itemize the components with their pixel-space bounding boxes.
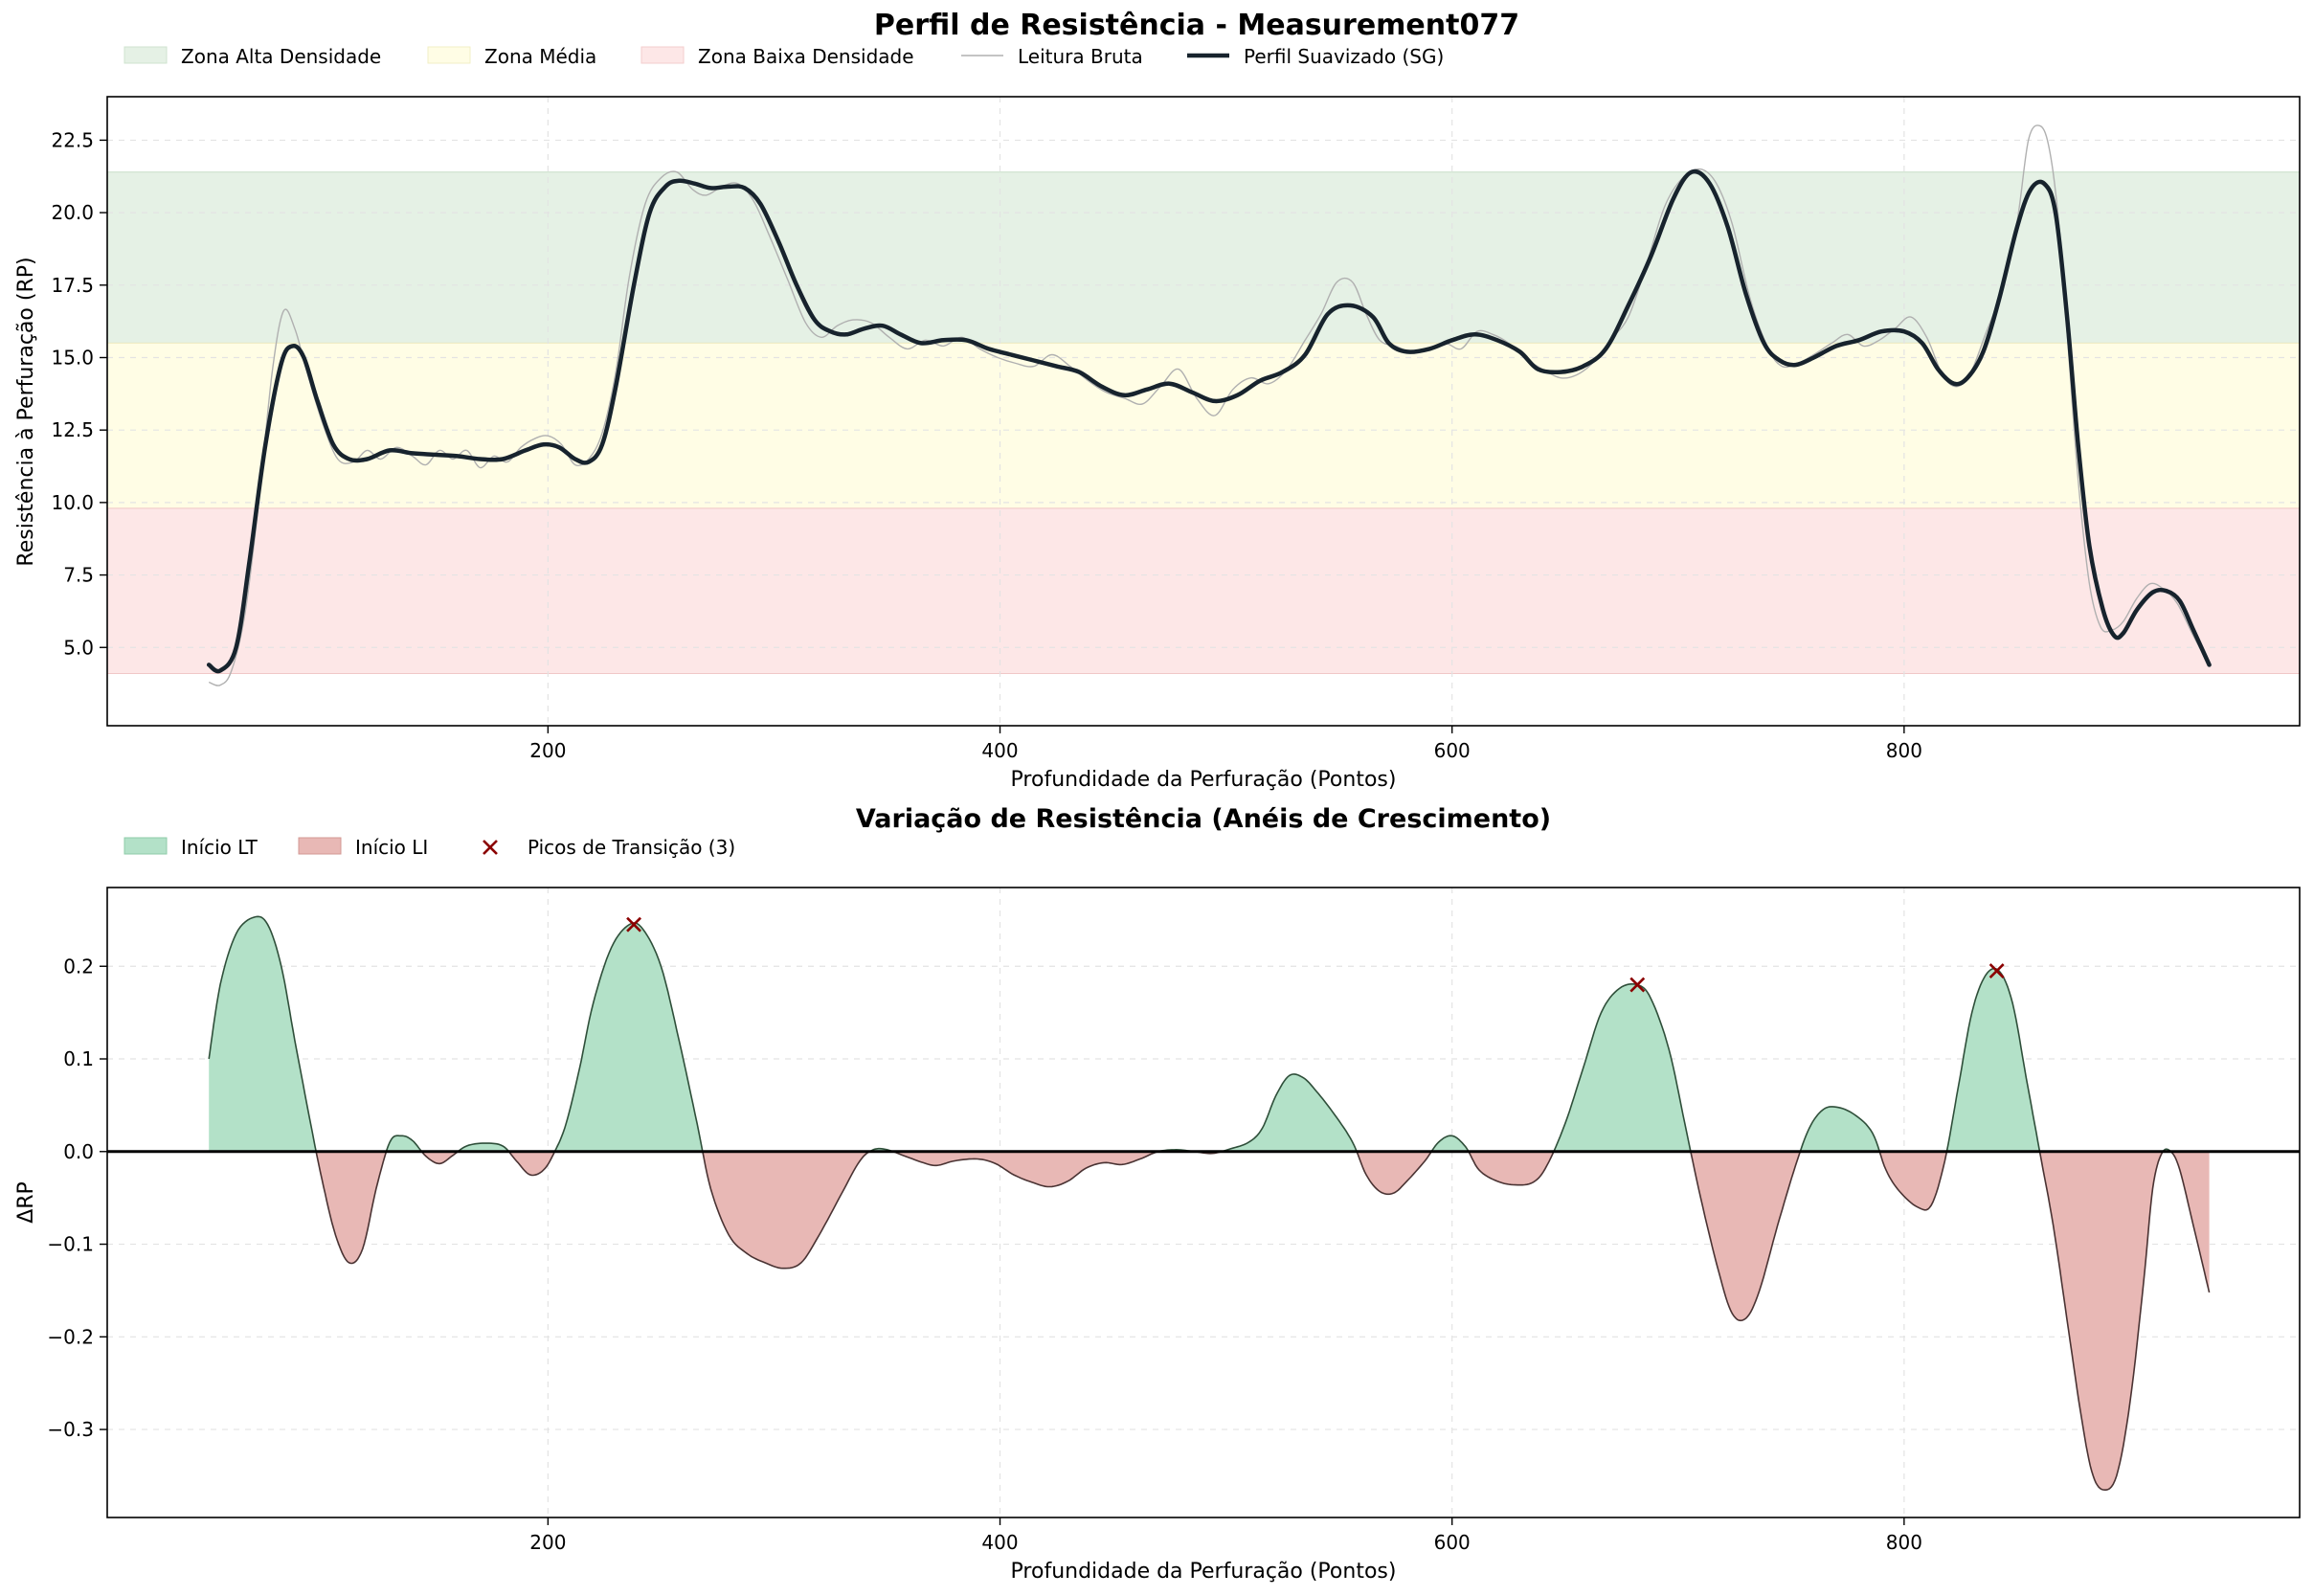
top-zone-low-density [106,507,2301,675]
legend-label-lt-start: Início LT [181,836,258,859]
legend-swatch-medium [427,46,471,64]
top-x-tick-label: 600 [1434,739,1471,762]
transition-peak-marker [626,916,641,933]
bottom-x-tick-label: 400 [981,1531,1018,1554]
legend-label-li-start: Início LI [355,836,428,859]
bottom-y-tick-label: −0.3 [47,1418,94,1441]
legend-swatch-low-density [640,46,685,64]
top-chart-legend: Zona Alta Densidade Zona Média Zona Baix… [124,45,1444,68]
bottom-y-tick-label: 0.1 [63,1047,94,1070]
legend-label-raw: Leitura Bruta [1018,45,1143,68]
bottom-y-tick-label: 0.0 [63,1140,94,1163]
bottom-chart-legend: Início LT Início LI Picos de Transição (… [124,836,735,859]
top-x-tick-label: 200 [529,739,566,762]
legend-swatch-li-start [298,837,342,855]
legend-swatch-lt-start [124,837,168,855]
bottom-fill-li-start [316,1151,2210,1491]
top-smoothed-profile-line [206,169,2212,674]
top-axis-ticks: 200 400 600 800 5.0 7.5 10.0 12.5 15.0 17.5 20.0 22… [51,128,1921,762]
top-chart-title: Perfil de Resistência - Measurement077 [874,9,1519,42]
transition-peak-marker [1629,977,1646,993]
top-zone-medium [106,342,2301,509]
bottom-y-tick-label: −0.2 [47,1325,94,1348]
bottom-x-tick-label: 800 [1886,1531,1922,1554]
legend-label-high-density: Zona Alta Densidade [181,45,381,68]
legend-label-medium: Zona Média [484,45,596,68]
top-y-tick-label: 7.5 [63,564,94,587]
legend-marker-transition-peaks [483,840,498,855]
top-y-tick-label: 5.0 [63,636,94,659]
legend-label-low-density: Zona Baixa Densidade [698,45,914,68]
top-x-tick-label: 400 [981,739,1018,762]
top-zone-high-density [106,171,2301,344]
transition-peak-marker [1988,963,2005,979]
bottom-y-tick-label: 0.2 [63,955,94,978]
top-y-tick-label: 10.0 [51,491,94,514]
bottom-chart-title: Variação de Resistência (Anéis de Cresci… [856,804,1551,834]
bottom-plot-area: 200 400 600 800 0.2 0.1 0.0 −0.1 −0.2 −0.3 [47,887,2301,1554]
top-x-tick-label: 800 [1886,739,1922,762]
legend-swatch-high-density [124,46,168,64]
legend-label-transition-peaks: Picos de Transição (3) [528,836,735,859]
top-x-axis-label: Profundidade da Perfuração (Pontos) [1011,768,1397,792]
top-plot-area: 200 400 600 800 5.0 7.5 10.0 12.5 15.0 17.5 20.0 22… [51,96,2301,762]
bottom-axis-ticks: 200 400 600 800 0.2 0.1 0.0 −0.1 −0.2 −0.3 [47,955,1922,1554]
top-grid [107,97,2300,726]
bottom-plot-frame [106,887,2301,1518]
bottom-y-tick-label: −0.1 [47,1233,94,1256]
top-y-tick-label: 12.5 [51,418,94,441]
bottom-fill-lt-start [209,916,2171,1152]
top-y-tick-label: 17.5 [51,274,94,297]
top-y-tick-label: 15.0 [51,346,94,369]
legend-label-smoothed: Perfil Suavizado (SG) [1244,45,1444,68]
bottom-x-tick-label: 200 [529,1531,566,1554]
bottom-y-axis-label: ΔRP [14,1181,38,1224]
top-y-tick-label: 22.5 [51,128,94,151]
top-plot-frame [106,96,2301,727]
top-y-tick-label: 20.0 [51,201,94,224]
bottom-delta-line-negative [315,1151,2211,1491]
bottom-transition-peaks [626,916,2005,993]
top-y-axis-label: Resistência à Perfuração (RP) [14,257,38,566]
bottom-x-tick-label: 600 [1434,1531,1471,1554]
bottom-x-axis-label: Profundidade da Perfuração (Pontos) [1011,1560,1397,1584]
